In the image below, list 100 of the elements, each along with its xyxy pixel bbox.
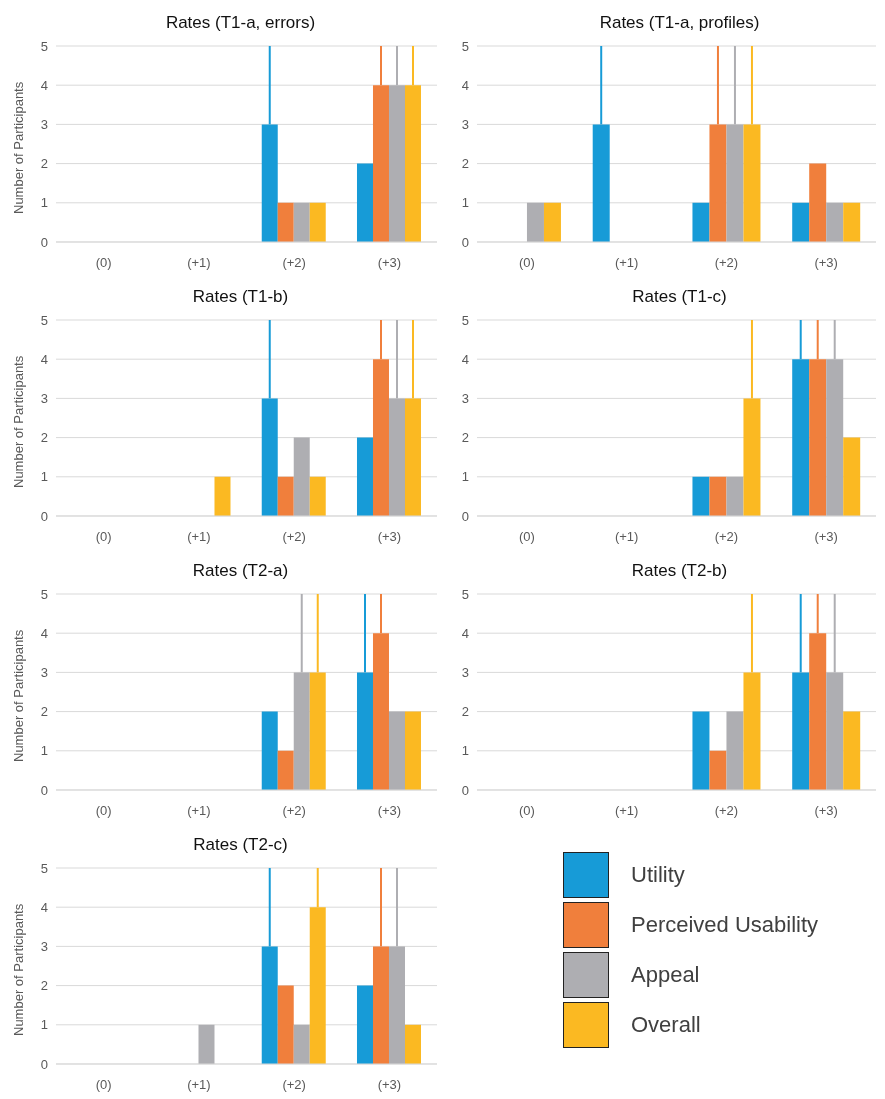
x-tick-label: (0) [95,803,112,819]
chart-title: Rates (T1-a, errors) [164,12,317,34]
x-tick-label: (+2) [714,529,739,545]
bar [356,163,373,242]
bar [277,750,294,790]
x-tick-label: (+1) [614,529,639,545]
bar [726,711,744,790]
bar [709,476,727,516]
y-tick-label: 2 [461,430,469,446]
y-tick-label: 2 [40,704,48,720]
bar [726,476,744,516]
y-tick-label: 0 [461,508,469,524]
y-tick-label: 3 [40,939,48,955]
y-tick-label: 2 [40,156,48,172]
y-axis-title: Number of Participants [10,355,26,488]
x-tick-label: (+3) [377,1077,402,1093]
x-tick-label: (+1) [614,255,639,271]
bar [692,476,710,516]
bar [198,1024,215,1064]
bar [843,711,861,790]
y-tick-label: 0 [40,782,48,798]
x-tick-label: (+1) [614,803,639,819]
bar [692,202,710,242]
bar [309,202,326,242]
chart-title: Rates (T1-a, profiles) [598,12,761,34]
x-tick-label: (0) [518,255,535,271]
y-tick-label: 1 [461,195,469,211]
bar [404,1024,421,1064]
y-axis-title: Number of Participants [10,629,26,762]
bar [809,163,827,242]
chart-title: Rates (T2-c) [192,834,289,856]
bar [543,202,561,242]
y-tick-label: 3 [461,117,469,133]
x-tick-label: (0) [95,1077,112,1093]
x-tick-label: (+2) [714,803,739,819]
y-tick-label: 3 [40,665,48,681]
x-tick-label: (+1) [187,529,211,545]
bar [404,711,421,790]
legend-label: Utility [631,862,685,888]
legend-label: Perceived Usability [631,912,819,938]
y-tick-label: 4 [40,899,48,915]
x-tick-label: (+3) [814,529,838,545]
bar [843,202,861,242]
x-tick-label: (+2) [282,529,306,545]
y-tick-label: 0 [461,782,469,798]
y-tick-label: 2 [461,704,469,720]
bar [214,476,231,516]
x-tick-label: (+3) [377,803,402,819]
x-tick-label: (0) [95,255,112,271]
bar [277,985,294,1064]
x-tick-label: (+3) [814,255,838,271]
y-tick-label: 4 [461,351,469,367]
bar [309,476,326,516]
y-tick-label: 4 [461,625,469,641]
y-tick-label: 4 [40,77,48,93]
legend-label: Appeal [631,962,700,988]
y-tick-label: 5 [40,312,48,328]
x-tick-label: (0) [95,529,112,545]
y-tick-label: 3 [461,665,469,681]
x-tick-label: (+2) [282,1077,306,1093]
x-tick-label: (+3) [377,529,402,545]
x-tick-label: (0) [518,529,535,545]
bar [277,202,294,242]
y-tick-label: 5 [40,38,48,54]
bar [792,202,810,242]
bar [293,202,310,242]
bar [843,437,861,516]
bar [388,711,405,790]
y-tick-label: 1 [461,743,469,759]
y-tick-label: 5 [40,860,48,876]
y-tick-label: 3 [40,117,48,133]
chart-title: Rates (T2-b) [630,560,729,582]
y-tick-label: 0 [40,1056,48,1072]
y-tick-label: 2 [40,430,48,446]
x-tick-label: (+1) [187,255,211,271]
bar [261,711,278,790]
y-tick-label: 2 [40,978,48,994]
x-tick-label: (0) [518,803,535,819]
y-tick-label: 4 [461,77,469,93]
y-tick-label: 5 [461,586,469,602]
y-tick-label: 5 [461,38,469,54]
y-axis-title: Number of Participants [10,903,26,1036]
bar [293,1024,310,1064]
y-tick-label: 5 [461,312,469,328]
bar [692,711,710,790]
chart-title: Rates (T1-c) [631,286,728,308]
chart-title: Rates (T1-b) [191,286,290,308]
x-tick-label: (+1) [187,1077,211,1093]
x-tick-label: (+2) [282,255,306,271]
x-tick-label: (+3) [377,255,402,271]
chart-title: Rates (T2-a) [191,560,290,582]
y-tick-label: 1 [40,1017,48,1033]
x-tick-label: (+2) [714,255,739,271]
y-tick-label: 1 [461,469,469,485]
x-tick-label: (+1) [187,803,211,819]
y-tick-label: 0 [40,508,48,524]
y-tick-label: 0 [40,234,48,250]
bar [293,437,310,516]
y-tick-label: 3 [40,391,48,407]
y-tick-label: 3 [461,391,469,407]
